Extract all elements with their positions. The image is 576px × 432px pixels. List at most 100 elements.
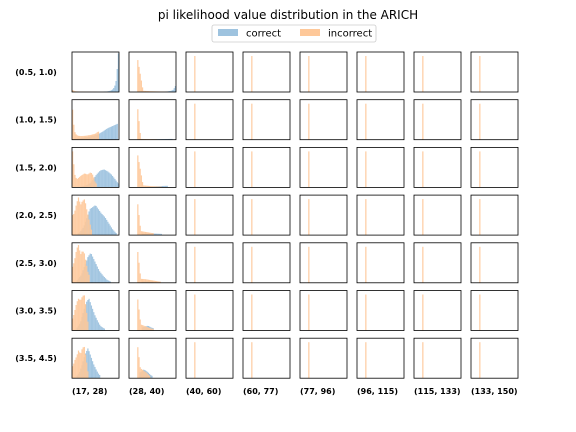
histogram-bar-correct	[104, 277, 105, 283]
panel	[243, 52, 290, 92]
panel	[129, 52, 176, 92]
panel-background	[357, 291, 404, 331]
panel-background	[129, 100, 176, 140]
panel	[243, 147, 290, 187]
histogram-bar-correct	[113, 177, 114, 187]
histogram-bar-correct	[114, 86, 115, 92]
panel	[471, 243, 518, 283]
row-label: (1.5, 2.0)	[15, 163, 56, 172]
histogram-bar-incorrect	[148, 280, 149, 283]
histogram-bar-incorrect	[91, 173, 92, 187]
histogram-bar-incorrect	[74, 360, 75, 378]
histogram-bar-correct	[90, 302, 91, 330]
legend: correct incorrect	[212, 25, 376, 42]
panel	[186, 338, 233, 378]
histogram-bar-incorrect	[77, 354, 78, 378]
histogram-bar-incorrect	[98, 132, 99, 140]
histogram-bar-incorrect	[77, 201, 78, 235]
histogram-bar-incorrect	[74, 132, 75, 140]
histogram-bar-correct	[101, 214, 102, 235]
panel	[186, 52, 233, 92]
histogram-bar-incorrect	[86, 136, 87, 140]
histogram-bar-correct	[108, 173, 109, 188]
histogram-bar-correct	[94, 262, 95, 283]
panel-background	[300, 147, 347, 187]
column-label: (96, 115)	[357, 387, 398, 396]
histogram-bar-incorrect	[144, 232, 145, 235]
histogram-bar-incorrect	[88, 220, 89, 236]
histogram-bar-incorrect	[80, 300, 81, 331]
panel-background	[129, 338, 176, 378]
panel	[243, 338, 290, 378]
histogram-bar-correct	[108, 128, 109, 140]
histogram-bar-incorrect	[73, 364, 74, 379]
histogram-bar-incorrect	[140, 320, 141, 331]
histogram-bar-correct	[103, 215, 104, 235]
histogram-bar-incorrect	[93, 134, 94, 140]
histogram-bar-incorrect	[140, 273, 141, 282]
panel	[186, 147, 233, 187]
histogram-bar-incorrect	[194, 247, 195, 283]
histogram-bar-incorrect	[141, 231, 142, 235]
legend-label-incorrect: incorrect	[328, 29, 372, 40]
histogram-bar-correct	[88, 351, 89, 378]
histogram-bar-correct	[101, 170, 102, 187]
histogram-bar-correct	[117, 69, 118, 92]
histogram-bar-incorrect	[87, 174, 88, 187]
histogram-bar-incorrect	[78, 299, 79, 331]
histogram-bar-incorrect	[148, 375, 149, 379]
histogram-bar-incorrect	[138, 310, 139, 331]
panel	[471, 147, 518, 187]
histogram-bar-incorrect	[79, 352, 80, 378]
panel-background	[243, 147, 290, 187]
histogram-bar-incorrect	[97, 132, 98, 140]
histogram-bar-incorrect	[76, 134, 77, 139]
histogram-bar-incorrect	[73, 214, 74, 235]
histogram-bar-incorrect	[81, 136, 82, 140]
histogram-bar-incorrect	[142, 279, 143, 283]
histogram-bar-correct	[107, 128, 108, 139]
histogram-bar-correct	[92, 361, 93, 378]
panel-background	[243, 291, 290, 331]
panel	[300, 52, 347, 92]
histogram-bar-incorrect	[137, 347, 138, 378]
histogram-bar-incorrect	[365, 56, 366, 92]
histogram-bar-incorrect	[479, 104, 480, 140]
panel-background	[300, 52, 347, 92]
histogram-bar-correct	[111, 227, 112, 235]
histogram-bar-correct	[100, 326, 101, 330]
histogram-bar-incorrect	[90, 225, 91, 236]
histogram-bar-incorrect	[148, 328, 149, 331]
histogram-bar-incorrect	[251, 151, 252, 187]
histogram-bar-correct	[92, 207, 93, 235]
histogram-bar-incorrect	[308, 56, 309, 92]
histogram-bar-correct	[100, 133, 101, 140]
panel	[129, 100, 176, 140]
histogram-bar-correct	[97, 372, 98, 379]
histogram-bar-incorrect	[140, 74, 141, 92]
panel-background	[129, 147, 176, 187]
panel-background	[129, 195, 176, 235]
panel	[414, 52, 461, 92]
column-label: (77, 96)	[300, 387, 335, 396]
histogram-bar-incorrect	[140, 367, 141, 378]
panel-background	[243, 243, 290, 283]
histogram-bar-incorrect	[85, 174, 86, 188]
panel-background	[357, 243, 404, 283]
histogram-bar-incorrect	[85, 136, 86, 140]
histogram-bar-correct	[94, 206, 95, 236]
histogram-bar-correct	[90, 254, 91, 283]
histogram-bar-incorrect	[138, 67, 139, 92]
histogram-bar-correct	[97, 208, 98, 236]
histogram-bar-correct	[106, 220, 107, 235]
histogram-bar-incorrect	[144, 326, 145, 330]
panel-background	[72, 52, 119, 92]
histogram-bar-incorrect	[365, 342, 366, 378]
histogram-bar-incorrect	[141, 279, 142, 283]
histogram-bar-incorrect	[138, 121, 139, 140]
histogram-bar-incorrect	[77, 248, 78, 283]
row-label: (1.0, 1.5)	[15, 116, 56, 125]
histogram-bar-incorrect	[87, 135, 88, 139]
histogram-bar-incorrect	[145, 372, 146, 378]
histogram-bar-correct	[113, 126, 114, 140]
